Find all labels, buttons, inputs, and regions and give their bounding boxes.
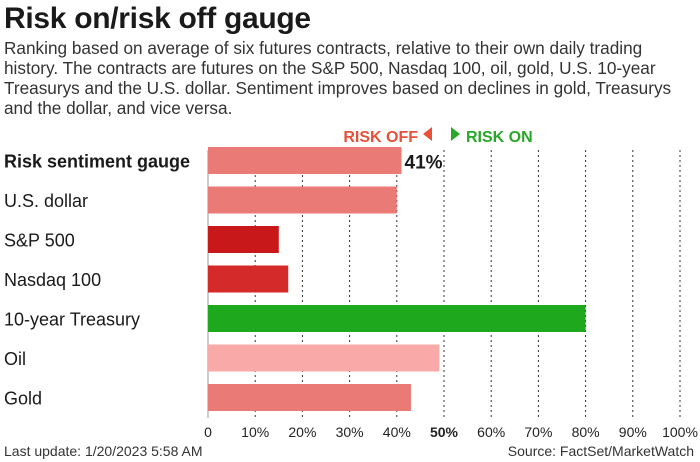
bar (208, 186, 397, 214)
bar-value-label: 41% (405, 153, 443, 174)
bar (208, 384, 411, 411)
bar (208, 305, 586, 332)
x-tick-label: 90% (619, 424, 647, 440)
x-tick-label: 40% (383, 424, 411, 440)
x-tick-label: 100% (662, 424, 698, 440)
risk-on-arrow-icon (451, 127, 460, 141)
bar (208, 147, 402, 174)
x-tick-label: 10% (241, 424, 269, 440)
category-label: Oil (4, 349, 26, 369)
bars (208, 147, 586, 411)
x-tick-label: 0 (204, 424, 212, 440)
source-note: Source: FactSet/MarketWatch (507, 443, 694, 459)
category-label: Nasdaq 100 (4, 270, 101, 290)
last-update: Last update: 1/20/2023 5:58 AM (4, 443, 203, 459)
category-label: 10-year Treasury (4, 310, 140, 330)
category-label: S&P 500 (4, 231, 75, 251)
x-tick-label: 20% (288, 424, 316, 440)
x-axis-ticks: 0 10% 20% 30% 40% 50% 60% 70% 80% 90% 100% (204, 424, 698, 440)
x-tick-label: 50% (430, 424, 459, 440)
chart-subtitle: Ranking based on average of six futures … (4, 38, 672, 118)
x-tick-label: 60% (477, 424, 505, 440)
bar (208, 344, 440, 372)
category-label: Gold (4, 389, 42, 409)
x-tick-label: 70% (524, 424, 552, 440)
legend: RISK OFF RISK ON (343, 127, 533, 146)
x-tick-label: 80% (572, 424, 600, 440)
bar (208, 226, 279, 253)
legend-risk-off: RISK OFF (343, 129, 418, 146)
page-title: Risk on/risk off gauge (4, 2, 311, 35)
category-label: U.S. dollar (4, 191, 88, 211)
category-label: Risk sentiment gauge (4, 152, 190, 172)
bar (208, 265, 289, 293)
risk-off-arrow-icon (423, 127, 432, 141)
x-tick-label: 30% (336, 424, 364, 440)
legend-risk-on: RISK ON (466, 129, 533, 146)
category-labels: Risk sentiment gauge 41% U.S. dollar S&P 50… (4, 152, 443, 409)
